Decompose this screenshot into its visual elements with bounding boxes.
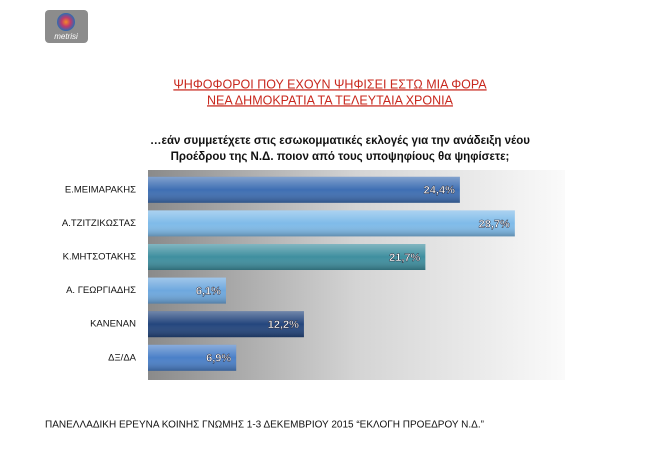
category-label: ΔΞ/ΔΑ bbox=[108, 352, 137, 363]
chart-subtitle: Προέδρου της Ν.Δ. ποιον από τους υποψηφί… bbox=[171, 151, 510, 163]
value-label: 12,2% bbox=[268, 319, 299, 331]
category-label: Α.ΤΖΙΤΖΙΚΩΣΤΑΣ bbox=[62, 218, 136, 229]
logo-mark bbox=[57, 13, 75, 31]
value-label: 21,7% bbox=[389, 252, 420, 264]
logo-text: metrisi bbox=[54, 32, 78, 41]
chart-title: ΝΕΑ ΔΗΜΟΚΡΑΤΙΑ ΤΑ ΤΕΛΕΥΤΑΙΑ ΧΡΟΝΙΑ bbox=[207, 93, 454, 107]
category-label: Κ.ΜΗΤΣΟΤΑΚΗΣ bbox=[63, 252, 136, 263]
footnote: ΠΑΝΕΛΛΑΔΙΚΗ ΕΡΕΥΝΑ ΚΟΙΝΗΣ ΓΝΩΜΗΣ 1-3 ΔΕΚ… bbox=[45, 420, 484, 431]
category-label: Ε.ΜΕΙΜΑΡΑΚΗΣ bbox=[65, 184, 136, 195]
bar-shade bbox=[148, 277, 226, 304]
value-label: 28,7% bbox=[479, 218, 510, 230]
category-label: Α. ΓΕΩΡΓΙΑΔΗΣ bbox=[66, 285, 136, 296]
chart-subtitle: …εάν συμμετέχετε στις εσωκομματικές εκλο… bbox=[150, 135, 530, 147]
category-label: ΚΑΝΕΝΑΝ bbox=[90, 319, 136, 330]
bar-shade bbox=[148, 176, 460, 203]
bar-shade bbox=[148, 344, 237, 371]
chart-title: ΨΗΦΟΦΟΡΟΙ ΠΟΥ ΕΧΟΥΝ ΨΗΦΙΣΕΙ ΕΣΤΩ ΜΙΑ ΦΟΡ… bbox=[173, 77, 487, 91]
bar-shade bbox=[148, 311, 304, 338]
value-label: 24,4% bbox=[424, 185, 455, 197]
bar-shade bbox=[148, 244, 426, 270]
value-label: 6,9% bbox=[206, 353, 231, 365]
value-label: 6,1% bbox=[196, 286, 221, 298]
bar-shade bbox=[148, 210, 515, 237]
